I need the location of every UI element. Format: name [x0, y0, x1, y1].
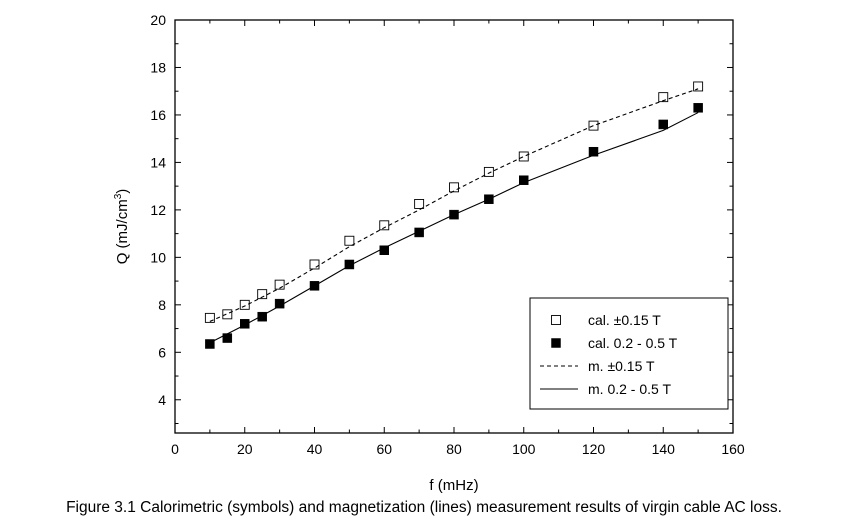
x-tick-label: 0 [171, 441, 179, 457]
data-point [204, 312, 215, 323]
x-tick-label: 60 [376, 441, 392, 457]
data-point [239, 299, 250, 310]
data-point [658, 119, 668, 130]
legend-label: m. 0.2 - 0.5 T [588, 381, 671, 397]
legend-entry: m. 0.2 - 0.5 T [540, 381, 671, 397]
data-point [344, 259, 355, 270]
data-point [414, 199, 425, 209]
legend: cal. ±0.15 T cal. 0.2 - 0.5 T m. ±0.15 T m.… [529, 297, 729, 410]
y-axis-label: Q (mJ/cm3) [113, 189, 131, 265]
data-point [519, 175, 529, 185]
y-tick-label: 8 [158, 297, 166, 313]
data-point [379, 220, 390, 231]
y-tick-label: 16 [150, 107, 166, 123]
tick-labels: 0 20 40 60 80 100 120 140 160 4 6 8 10 12 14 16 18 20 [150, 12, 744, 457]
ticks-layer [174, 19, 734, 433]
legend-label: m. ±0.15 T [588, 358, 655, 374]
y-axis-label-superscript: 3 [113, 193, 124, 199]
legend-label: cal. ±0.15 T [588, 312, 661, 328]
data-point [222, 309, 233, 320]
y-tick-label: 12 [150, 202, 166, 218]
y-tick-label: 6 [158, 344, 166, 360]
series-line [209, 112, 699, 344]
data-point [240, 319, 250, 329]
x-tick-label: 40 [307, 441, 323, 457]
data-point [274, 279, 285, 290]
y-axis-label-end: ) [114, 189, 131, 194]
series-1 [204, 81, 704, 323]
legend-marker-swatch [551, 315, 561, 325]
series-layer [204, 81, 704, 349]
figure-caption: Figure 3.1 Calorimetric (symbols) and ma… [66, 499, 782, 516]
data-point [414, 227, 424, 238]
x-tick-label: 120 [582, 441, 606, 457]
data-point [693, 81, 704, 92]
data-point [588, 120, 599, 131]
data-point [257, 289, 268, 300]
legend-box [529, 297, 729, 410]
data-point [483, 166, 494, 177]
data-point [309, 259, 320, 270]
y-axis-label-main: Q (mJ/cm [114, 199, 131, 264]
data-point [518, 151, 529, 162]
chart: 0 20 40 60 80 100 120 140 160 4 6 8 10 12 14 16 18 20 f (… [113, 12, 745, 494]
x-tick-label: 80 [446, 441, 462, 457]
legend-entry: cal. ±0.15 T [551, 312, 661, 328]
legend-entry: m. ±0.15 T [540, 358, 655, 374]
data-point [658, 92, 669, 103]
legend-entry: cal. 0.2 - 0.5 T [551, 335, 678, 351]
data-point [257, 311, 267, 322]
y-tick-label: 4 [158, 392, 166, 408]
y-tick-label: 18 [150, 59, 166, 75]
x-tick-label: 100 [512, 441, 536, 457]
data-point [379, 245, 389, 255]
series-line [209, 88, 699, 322]
data-point [344, 235, 355, 246]
data-point [449, 182, 459, 193]
y-tick-label: 14 [150, 154, 166, 170]
x-axis-label: f (mHz) [429, 477, 478, 494]
x-tick-label: 160 [721, 441, 745, 457]
legend-label: cal. 0.2 - 0.5 T [588, 335, 678, 351]
legend-marker-swatch [551, 338, 561, 348]
series-3 [209, 88, 699, 322]
y-tick-label: 10 [150, 249, 166, 265]
x-tick-label: 20 [237, 441, 253, 457]
x-tick-label: 140 [652, 441, 676, 457]
y-tick-label: 20 [150, 12, 166, 28]
series-4 [209, 112, 699, 344]
data-point [205, 339, 215, 349]
data-point [588, 146, 599, 157]
data-point [693, 103, 703, 113]
